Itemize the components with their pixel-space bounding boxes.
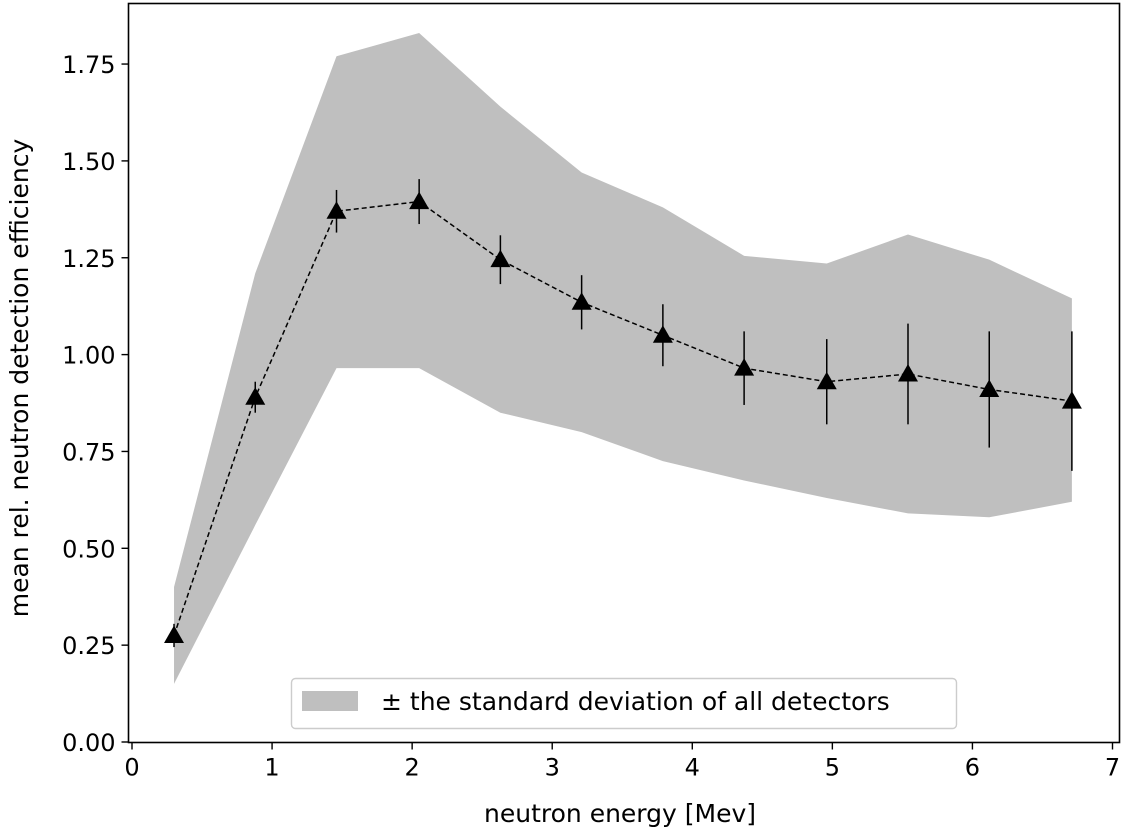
data-point-marker — [164, 625, 185, 643]
y-axis-ticks: 0.00 0.25 0.50 0.75 1.00 1.25 1.50 1.75 — [62, 51, 129, 757]
y-tick-label: 1.50 — [62, 148, 115, 176]
y-tick-label: 0.75 — [62, 438, 115, 466]
data-point-marker — [409, 191, 430, 210]
x-tick-label: 3 — [545, 754, 560, 782]
x-axis-ticks: 0 1 2 3 4 5 6 7 — [124, 742, 1120, 782]
data-point-marker — [326, 201, 347, 219]
x-axis-label: neutron energy [Mev] — [484, 799, 756, 828]
x-tick-label: 6 — [965, 754, 980, 782]
x-tick-label: 4 — [685, 754, 700, 782]
x-tick-label: 5 — [825, 754, 840, 782]
legend: ± the standard deviation of all detector… — [290, 677, 958, 730]
marker-layer — [164, 191, 1082, 643]
x-tick-label: 7 — [1105, 754, 1120, 782]
plot-frame — [127, 2, 1121, 744]
data-point-marker — [571, 292, 592, 310]
data-point-marker — [245, 387, 266, 405]
series-line — [173, 200, 1072, 636]
y-tick-label: 0.25 — [62, 632, 115, 660]
data-point-marker — [652, 325, 673, 343]
legend-label: ± the standard deviation of all detector… — [381, 687, 890, 716]
y-tick-label: 1.75 — [62, 51, 115, 79]
data-point-marker — [897, 363, 918, 382]
x-tick-label: 0 — [124, 754, 139, 782]
legend-swatch — [302, 691, 358, 711]
y-tick-label: 0.50 — [62, 535, 115, 563]
data-point-marker — [1061, 391, 1082, 409]
x-tick-label: 1 — [264, 754, 279, 782]
std-band-layer — [174, 33, 1072, 684]
std-band — [174, 33, 1072, 684]
y-tick-label: 1.00 — [62, 342, 115, 370]
data-point-marker — [816, 371, 837, 390]
x-tick-label: 2 — [405, 754, 420, 782]
y-tick-label: 1.25 — [62, 245, 115, 273]
y-axis-label: mean rel. neutron detection efficiency — [5, 139, 34, 618]
series-line-layer — [173, 200, 1072, 636]
data-point-marker — [979, 379, 1000, 397]
data-point-marker — [734, 358, 755, 376]
y-tick-label: 0.00 — [62, 729, 115, 757]
data-point-marker — [490, 249, 511, 268]
legend-box — [290, 677, 958, 730]
